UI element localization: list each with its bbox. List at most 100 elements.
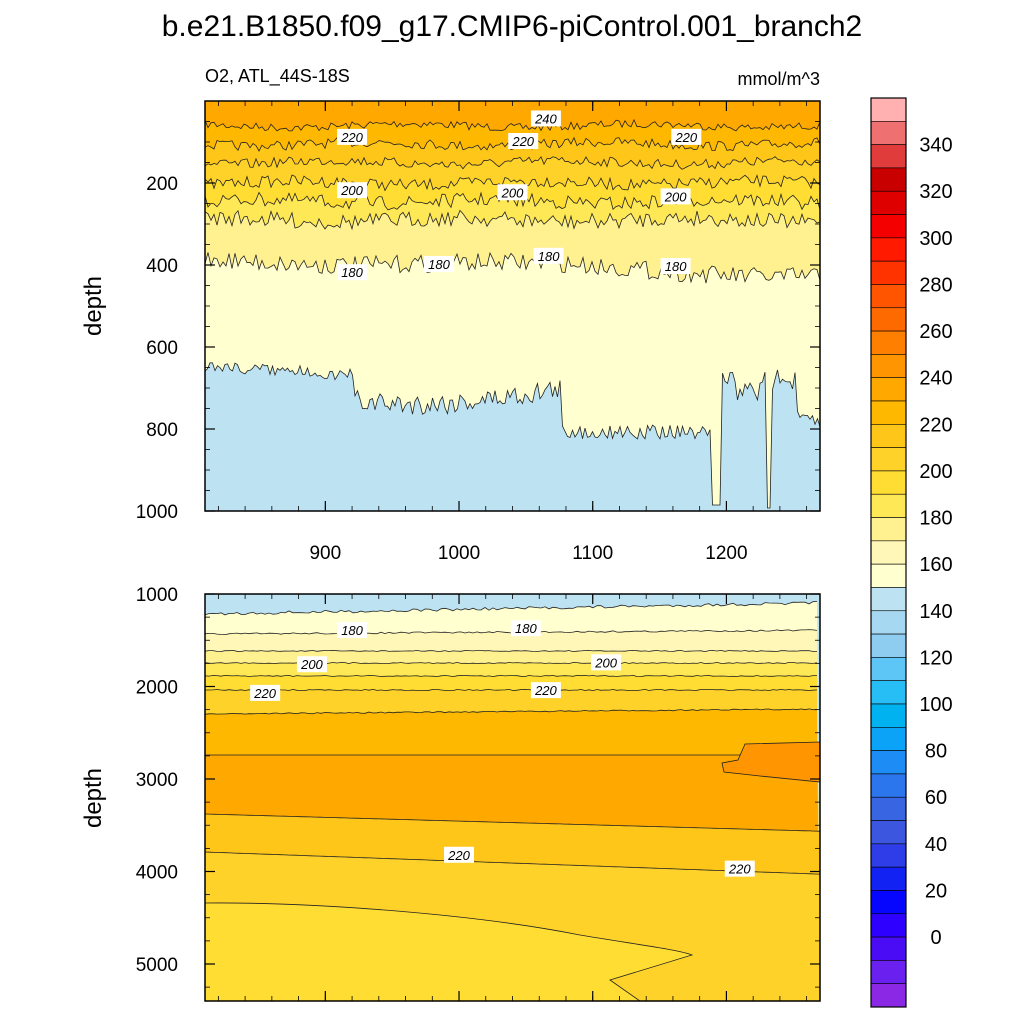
band-240-patch xyxy=(721,741,821,783)
y-tick-label: 5000 xyxy=(136,955,178,976)
colorbar-swatch xyxy=(870,517,907,542)
colorbar-swatch xyxy=(870,750,907,775)
bottom-axes: 1000 2000 3000 4000 5000 xyxy=(136,585,820,1001)
band-210-contour xyxy=(204,156,821,170)
top-axes: 200 400 600 800 1000 900 1000 1100 1200 xyxy=(136,100,820,564)
contour-label-box xyxy=(337,128,368,145)
contour-label-box xyxy=(296,656,327,673)
x-tick-label: 900 xyxy=(309,543,341,564)
contour-label: 200 xyxy=(660,188,691,205)
colorbar-swatch xyxy=(870,796,907,821)
colorbar-swatch xyxy=(870,307,907,332)
contour-label: 180 xyxy=(660,258,691,275)
colorbar-swatch xyxy=(870,587,907,612)
colorbar-swatch xyxy=(870,214,907,239)
band-170-contour xyxy=(204,251,821,284)
colorbar-tick-label: 280 xyxy=(919,274,952,296)
x-tick-label: 1000 xyxy=(438,543,480,564)
contour-label-text: 220 xyxy=(728,862,751,877)
colorbar-swatch xyxy=(870,121,907,145)
contour-label: 220 xyxy=(444,846,475,863)
colorbar-swatch xyxy=(870,703,907,728)
band-185-contour xyxy=(204,649,818,653)
contour-label: 200 xyxy=(337,182,368,199)
contour-label-text: 180 xyxy=(515,621,537,636)
contour-label-box xyxy=(337,264,368,281)
contour-label: 180 xyxy=(510,620,541,637)
contour-label: 200 xyxy=(296,656,327,673)
colorbar-swatch xyxy=(870,377,907,402)
colorbar-swatch xyxy=(870,680,907,705)
top-y-axis-label: depth xyxy=(80,276,107,336)
contour-label: 220 xyxy=(337,128,368,145)
colorbar-swatch xyxy=(870,237,907,262)
y-tick-label: 400 xyxy=(146,256,178,277)
colorbar-frame xyxy=(870,97,907,1008)
band-220-contour xyxy=(204,136,821,152)
contour-label: 180 xyxy=(337,622,368,638)
contour-label-box xyxy=(508,133,539,149)
contour-label: 220 xyxy=(508,133,539,149)
y-tick-label: 1000 xyxy=(136,585,178,606)
y-tick-label: 3000 xyxy=(136,770,178,791)
contour-label-text: 220 xyxy=(534,683,557,698)
contour-label-text: 200 xyxy=(300,657,323,672)
colorbar-tick-label: 60 xyxy=(925,787,947,809)
colorbar-swatch xyxy=(870,820,907,845)
contour-label: 200 xyxy=(591,654,622,671)
variable-region-label: O2, ATL_44S-18S xyxy=(205,66,350,87)
contour-label-box xyxy=(660,188,691,205)
contour-label-text: 220 xyxy=(511,134,534,149)
colorbar-swatch xyxy=(870,470,907,495)
contour-label-text: 200 xyxy=(664,189,687,204)
contour-label-text: 220 xyxy=(447,848,470,863)
colorbar-tick-label: 320 xyxy=(919,181,952,203)
y-tick-label: 800 xyxy=(146,420,178,441)
colorbar-tick-label: 0 xyxy=(930,927,941,949)
band-180-contour xyxy=(204,209,821,231)
colorbar-swatch xyxy=(870,633,907,658)
band-200-contour xyxy=(204,174,821,192)
contour-label-text: 220 xyxy=(340,130,363,145)
contour-label: 220 xyxy=(250,684,281,701)
colorbar-swatch xyxy=(870,610,907,635)
band-160-contour xyxy=(204,362,821,509)
colorbar-swatch xyxy=(870,773,907,798)
contour-label-box xyxy=(510,620,541,637)
bottom-panel xyxy=(204,594,821,1002)
contour-label-box xyxy=(530,682,561,699)
band-200-contour xyxy=(204,674,817,678)
y-tick-label: 2000 xyxy=(136,678,178,699)
contour-label-box xyxy=(530,110,561,127)
band-220-contour xyxy=(204,708,817,715)
y-tick-label: 600 xyxy=(146,338,178,359)
contour-label-box xyxy=(591,654,622,671)
colorbar-swatch xyxy=(870,913,907,938)
contour-label: 180 xyxy=(423,256,454,272)
colorbar-tick-label: 80 xyxy=(925,741,947,763)
colorbar-swatch xyxy=(870,284,907,309)
contour-label-box xyxy=(724,860,755,877)
colorbar-swatch xyxy=(870,563,907,588)
colorbar-swatch xyxy=(870,960,907,984)
colorbar-swatch xyxy=(870,400,907,425)
top-panel xyxy=(204,101,821,512)
colorbar-tick-label: 120 xyxy=(919,647,952,669)
y-tick-label: 4000 xyxy=(136,863,178,884)
colorbar-tick-label: 140 xyxy=(919,601,952,623)
colorbar-swatch xyxy=(870,330,907,355)
colorbar-swatch xyxy=(870,190,907,215)
colorbar-swatch xyxy=(870,890,907,915)
band-210-deep-contour xyxy=(204,851,821,875)
y-tick-label: 1000 xyxy=(136,502,178,523)
contour-label-text: 180 xyxy=(428,257,450,272)
contour-label-text: 220 xyxy=(253,686,276,701)
colorbar-tick-label: 220 xyxy=(919,414,952,436)
units-label: mmol/m^3 xyxy=(738,69,820,89)
contour-label: 200 xyxy=(497,184,528,201)
contour-label: 220 xyxy=(530,682,561,699)
contour-label-box xyxy=(497,184,528,201)
contour-label-text: 180 xyxy=(665,259,687,274)
contour-label-box xyxy=(444,846,475,863)
colorbar-tick-label: 100 xyxy=(919,694,952,716)
